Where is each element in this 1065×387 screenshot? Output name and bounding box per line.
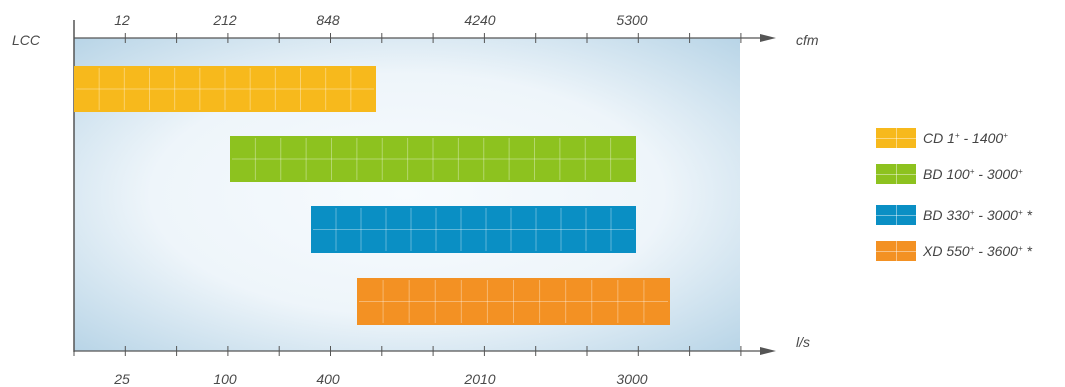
legend-high: 3000 (986, 166, 1018, 182)
legend-item-xd-550: XD 550+ - 3600+ * (876, 239, 1032, 263)
bar-cd (74, 66, 376, 112)
bottom-axis-unit: l/s (796, 334, 810, 350)
top-axis-arrow (760, 34, 776, 42)
legend-note: * (1026, 243, 1032, 259)
top-tick-label: 5300 (616, 12, 647, 28)
legend-label-xd-550: XD 550+ - 3600+ * (923, 243, 1032, 259)
bottom-tick-label: 400 (316, 371, 340, 387)
top-axis-unit: cfm (796, 32, 819, 48)
legend-label-bd-330: BD 330+ - 3000+ * (923, 207, 1032, 223)
legend-sep: - (978, 166, 983, 182)
legend-low: 330 (946, 207, 970, 223)
bar-xd-550 (357, 278, 670, 325)
legend-label-bd-100: BD 100+ - 3000+ (923, 166, 1023, 182)
y-axis-label: LCC (12, 32, 41, 48)
bottom-tick-label: 25 (113, 371, 130, 387)
legend-swatch-xd-550 (876, 241, 916, 261)
top-tick-label: 4240 (464, 12, 495, 28)
legend-sep: - (963, 130, 969, 146)
legend-low: 550 (946, 243, 970, 259)
legend-item-bd-100: BD 100+ - 3000+ (876, 162, 1023, 186)
legend-high: 3600 (986, 243, 1018, 259)
legend-sep: - (978, 207, 983, 223)
top-tick-label: 212 (212, 12, 237, 28)
bottom-tick-label: 2010 (463, 371, 495, 387)
bar-bd-100 (230, 136, 636, 182)
legend-low: 1 (947, 130, 955, 146)
legend-item-cd: CD 1+ - 1400+ (876, 126, 1008, 150)
legend-sep: - (978, 243, 983, 259)
legend-prefix: CD (923, 130, 944, 146)
legend-prefix: BD (923, 166, 943, 182)
legend-label-cd: CD 1+ - 1400+ (923, 130, 1008, 146)
legend-prefix: BD (923, 207, 943, 223)
bar-bd-330 (311, 206, 636, 253)
legend-note: * (1026, 207, 1032, 223)
legend-low: 100 (946, 166, 970, 182)
legend-swatch-bd-100 (876, 164, 916, 184)
top-tick-label: 848 (316, 12, 340, 28)
bottom-axis-arrow (760, 347, 776, 355)
bottom-tick-label: 3000 (616, 371, 647, 387)
top-tick-label: 12 (114, 12, 130, 28)
legend-prefix: XD (923, 243, 943, 259)
legend-high: 3000 (986, 207, 1018, 223)
bottom-tick-label: 100 (213, 371, 237, 387)
legend-swatch-cd (876, 128, 916, 148)
legend-high: 1400 (972, 130, 1004, 146)
legend-item-bd-330: BD 330+ - 3000+ * (876, 203, 1032, 227)
legend-swatch-bd-330 (876, 205, 916, 225)
